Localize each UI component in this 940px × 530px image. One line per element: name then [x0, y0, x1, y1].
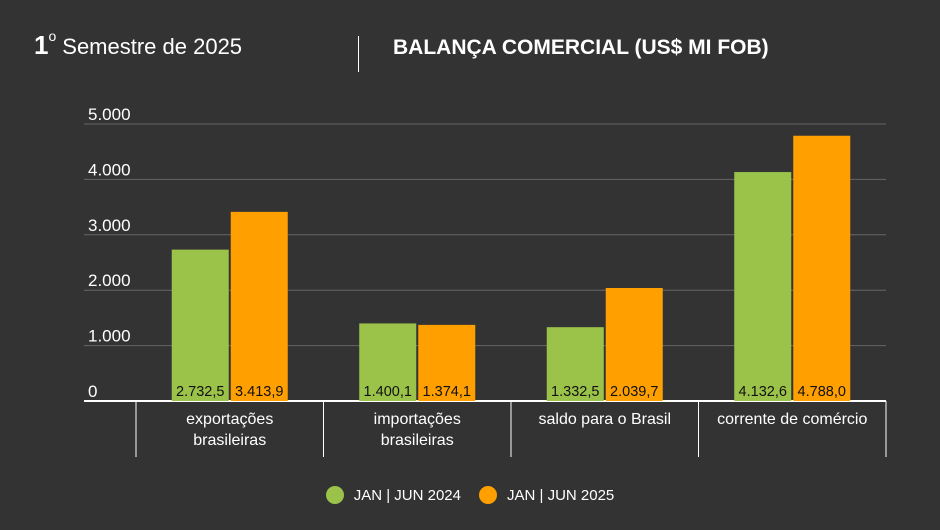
- data-label: 1.374,1: [423, 384, 471, 400]
- legend-label-2025: JAN | JUN 2025: [507, 486, 615, 504]
- y-tick-label: 2.000: [88, 271, 131, 290]
- legend-item-2024: JAN | JUN 2024: [325, 486, 461, 504]
- data-label: 2.732,5: [176, 384, 224, 400]
- x-tick-label: exportações: [186, 411, 273, 428]
- y-tick-label: 0: [88, 382, 97, 401]
- period-ordinal-suffix: o: [48, 28, 57, 44]
- x-tick-label: brasileiras: [381, 432, 454, 449]
- y-tick-label: 4.000: [88, 160, 131, 179]
- legend-swatch-2024: [325, 486, 344, 504]
- bar: [793, 135, 851, 401]
- header-divider: [358, 36, 359, 72]
- period-heading: 1o Semestre de 2025: [34, 28, 243, 61]
- legend-label-2024: JAN | JUN 2024: [353, 486, 461, 504]
- period-ordinal: 1: [34, 30, 49, 60]
- x-tick-label: brasileiras: [193, 432, 266, 449]
- x-tick-label: corrente de comércio: [717, 411, 867, 428]
- y-tick-label: 3.000: [88, 216, 131, 235]
- chart-legend: JAN | JUN 2024 JAN | JUN 2025: [0, 486, 940, 504]
- bar: [546, 327, 604, 401]
- data-label: 2.039,7: [610, 384, 658, 400]
- bar-chart: 0 1.000 2.000 3.000 4.000 5.000 2.732,5 3.413,9…: [84, 105, 887, 457]
- bar: [734, 172, 792, 401]
- period-subtitle: Semestre de 2025: [62, 34, 243, 59]
- bar: [359, 323, 417, 401]
- data-label: 3.413,9: [235, 384, 283, 400]
- bar: [171, 249, 229, 401]
- bar: [418, 324, 476, 401]
- data-label: 4.788,0: [798, 384, 846, 400]
- data-label: 1.332,5: [551, 384, 599, 400]
- data-label: 4.132,6: [739, 384, 787, 400]
- x-tick-label: importações: [374, 411, 461, 428]
- bar: [605, 288, 663, 401]
- y-tick-label: 1.000: [88, 327, 131, 346]
- x-tick-label: saldo para o Brasil: [538, 411, 671, 428]
- legend-swatch-2025: [479, 486, 497, 504]
- chart-title: BALANÇA COMERCIAL (US$ MI FOB): [393, 36, 769, 59]
- y-tick-label: 5.000: [88, 105, 131, 124]
- legend-item-2025: JAN | JUN 2025: [479, 486, 614, 504]
- data-label: 1.400,1: [364, 384, 412, 400]
- bar: [230, 211, 288, 401]
